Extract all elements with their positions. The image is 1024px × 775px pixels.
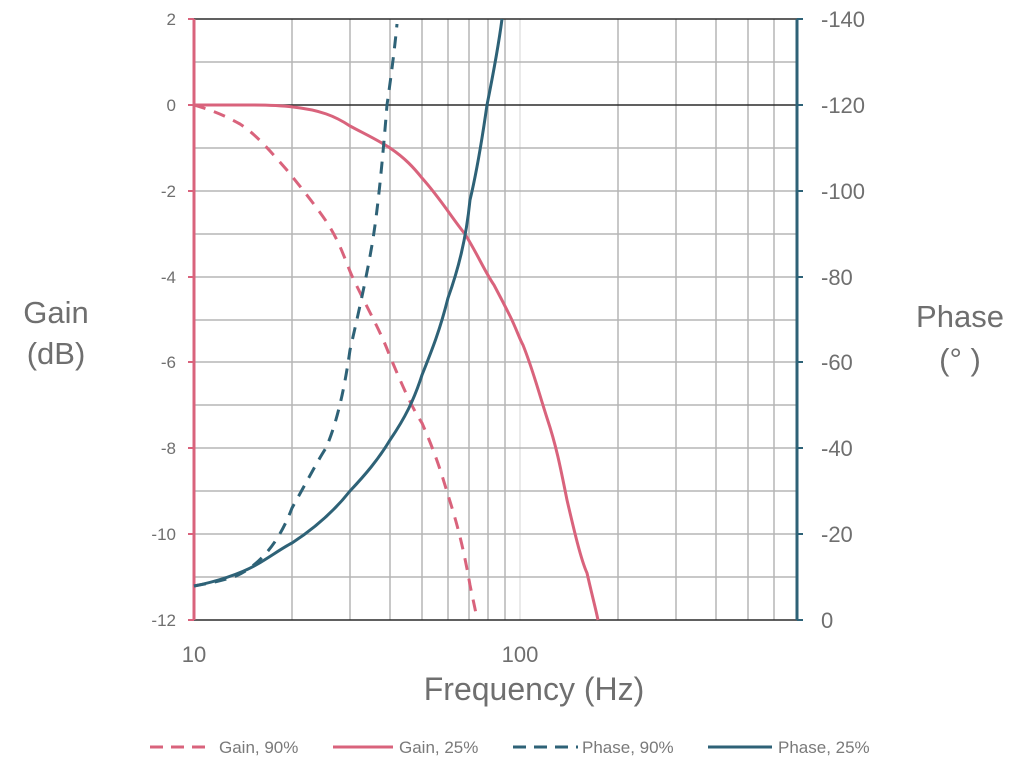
right-tick-label: -140 [821, 7, 865, 32]
right-axis: -140 -120 -100 -80 -60 -40 -20 0 [795, 7, 865, 633]
left-tick-label: -6 [161, 353, 176, 372]
x-tick-label: 10 [182, 642, 206, 667]
legend: Gain, 90% Gain, 25% Phase, 90% Phase, 25… [150, 738, 870, 757]
legend-label: Gain, 25% [399, 738, 478, 757]
left-tick-label: 2 [167, 10, 176, 29]
x-tick-label: 100 [502, 642, 539, 667]
series-gain-25 [194, 103, 600, 621]
series-phase-25 [193, 18, 504, 588]
series-phase-90 [193, 23, 399, 588]
left-axis-title-line2: (dB) [27, 336, 86, 371]
left-axis-title-line1: Gain [23, 295, 88, 330]
left-tick-label: -2 [161, 182, 176, 201]
horizontal-gridlines [194, 61, 797, 578]
x-axis-title: Frequency (Hz) [424, 671, 645, 707]
left-tick-label: 0 [167, 96, 176, 115]
legend-item-phase-25: Phase, 25% [708, 738, 870, 757]
legend-label: Phase, 90% [582, 738, 674, 757]
right-tick-label: -40 [821, 436, 853, 461]
left-axis: 2 0 -2 -4 -6 -8 -10 -12 [151, 10, 196, 630]
left-tick-label: -4 [161, 268, 176, 287]
right-tick-label: -120 [821, 93, 865, 118]
legend-label: Gain, 90% [219, 738, 298, 757]
plot-series [193, 18, 600, 621]
right-tick-label: -80 [821, 265, 853, 290]
left-tick-label: -10 [151, 525, 176, 544]
legend-item-phase-90: Phase, 90% [513, 738, 674, 757]
right-tick-label: -100 [821, 179, 865, 204]
right-tick-label: 0 [821, 608, 833, 633]
left-tick-label: -12 [151, 611, 176, 630]
legend-item-gain-90: Gain, 90% [150, 738, 298, 757]
left-tick-label: -8 [161, 439, 176, 458]
right-axis-title-line2: (° ) [939, 342, 981, 377]
legend-item-gain-25: Gain, 25% [333, 738, 478, 757]
legend-label: Phase, 25% [778, 738, 870, 757]
series-gain-90 [193, 103, 479, 621]
reference-lines [194, 18, 797, 621]
right-tick-label: -20 [821, 522, 853, 547]
right-axis-title-line1: Phase [916, 299, 1004, 334]
right-tick-label: -60 [821, 350, 853, 375]
